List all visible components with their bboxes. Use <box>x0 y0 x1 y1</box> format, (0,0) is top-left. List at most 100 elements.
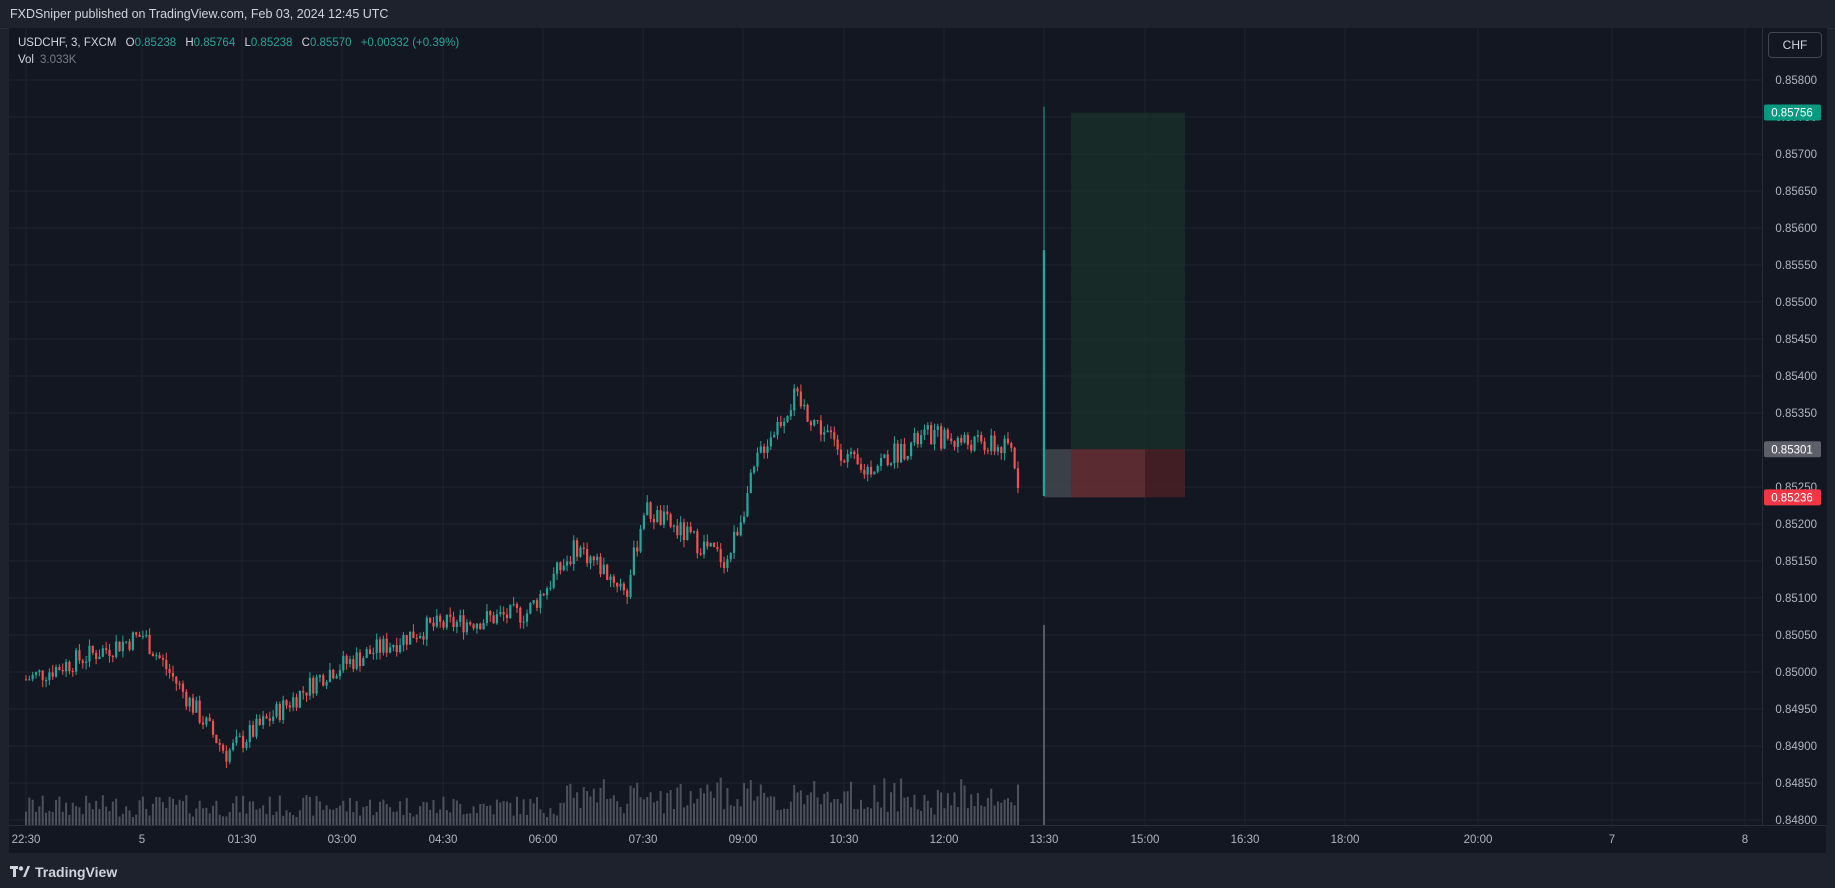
volume-bar <box>849 781 852 825</box>
candle-body <box>282 700 285 720</box>
candle-body <box>816 420 819 422</box>
stop-zone-highlight <box>1071 449 1145 498</box>
volume-bar <box>302 797 305 825</box>
candle-body <box>188 697 191 707</box>
candle-body <box>128 641 131 650</box>
volume-bar <box>819 804 822 825</box>
candle-body <box>950 438 953 442</box>
footer-brand[interactable]: TradingView <box>10 864 117 880</box>
volume-bar <box>996 801 999 825</box>
volume-bar <box>499 802 502 825</box>
candle-body <box>64 661 68 672</box>
candle-body <box>345 655 348 664</box>
candle-body <box>208 717 211 721</box>
volume-bar <box>903 797 906 825</box>
volume-bar <box>886 811 889 825</box>
volume-bar <box>739 806 742 825</box>
currency-button[interactable]: CHF <box>1768 32 1822 58</box>
volume-bar <box>91 809 94 825</box>
candle-body <box>489 611 492 616</box>
volume-bar <box>25 811 27 825</box>
time-scale[interactable] <box>9 825 1826 854</box>
volume-bar <box>646 796 649 825</box>
volume-bar <box>372 815 375 825</box>
volume-bar <box>719 777 722 825</box>
candle-body <box>539 593 542 608</box>
candle-body <box>636 547 639 552</box>
volume-bar <box>305 795 308 825</box>
candle-body <box>582 547 585 549</box>
candle-body <box>34 672 38 675</box>
volume-bar <box>399 801 402 825</box>
time-tick-label: 04:30 <box>429 834 458 846</box>
volume-bar <box>713 797 716 825</box>
candle-body <box>829 430 833 433</box>
volume-bar <box>318 801 321 825</box>
volume-label[interactable]: Vol <box>18 54 34 66</box>
volume-bar <box>789 801 792 825</box>
volume-bar <box>509 802 512 825</box>
volume-bar <box>425 802 428 825</box>
volume-bar <box>68 815 71 825</box>
candle-body <box>455 621 458 628</box>
candle-body <box>385 638 388 653</box>
candle-body <box>292 697 295 708</box>
volume-bar <box>308 796 311 825</box>
candle-body <box>505 614 509 619</box>
volume-bar <box>452 799 455 825</box>
volume-bar <box>572 797 575 825</box>
candle-body <box>355 652 358 669</box>
candle-body <box>54 666 58 677</box>
chart-pane[interactable] <box>9 28 1762 825</box>
candle-body <box>592 556 595 561</box>
volume-bar <box>953 792 956 825</box>
volume-bar <box>866 807 869 825</box>
candle-body <box>893 443 896 464</box>
volume-bar <box>536 797 539 825</box>
candle-body <box>432 622 435 627</box>
volume-bar <box>78 807 81 825</box>
volume-bar <box>392 811 395 825</box>
time-tick-label: 22:30 <box>12 834 41 846</box>
candle-body <box>933 429 936 445</box>
volume-bar <box>178 799 181 825</box>
volume-bar <box>81 814 84 825</box>
price-tick-label: 0.84900 <box>1775 741 1817 753</box>
symbol-label[interactable]: USDCHF, 3, FXCM <box>18 37 117 49</box>
candle-body <box>1010 443 1013 448</box>
candle-body <box>535 600 539 608</box>
candle-body <box>41 670 44 681</box>
candle-body <box>449 614 452 617</box>
candle-body <box>856 454 859 465</box>
candle-body <box>445 614 448 628</box>
volume-bar <box>736 799 739 825</box>
volume-bar <box>876 801 879 825</box>
candle-body <box>378 639 382 653</box>
volume-bar <box>379 801 382 825</box>
candle-body <box>235 736 238 743</box>
volume-bar <box>773 796 776 825</box>
candle-body <box>763 446 766 453</box>
volume-bar <box>61 811 64 825</box>
volume-bar <box>48 810 51 825</box>
price-tick-label: 0.85500 <box>1775 297 1817 309</box>
time-tick-label: 10:30 <box>830 834 859 846</box>
volume-bar <box>659 790 662 825</box>
volume-bar <box>55 799 58 825</box>
volume-bar <box>906 796 909 825</box>
price-scale[interactable] <box>1762 28 1827 825</box>
candle-body <box>976 435 979 437</box>
candle-body <box>783 421 786 427</box>
candle-body <box>85 661 88 664</box>
candle-body <box>873 471 876 475</box>
candle-body <box>218 742 221 745</box>
price-tick-label: 0.85700 <box>1775 149 1817 161</box>
volume-bar <box>579 807 582 825</box>
candle-body <box>896 443 899 463</box>
candle-body <box>619 583 622 587</box>
volume-bar <box>432 800 435 825</box>
candle-body <box>171 672 175 677</box>
candle-body <box>970 444 973 451</box>
candle-body <box>201 722 205 725</box>
